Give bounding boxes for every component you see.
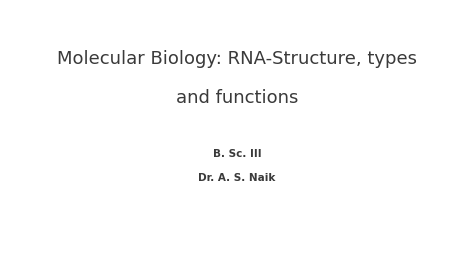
Text: B. Sc. III: B. Sc. III <box>213 149 261 159</box>
Text: Molecular Biology: RNA-Structure, types: Molecular Biology: RNA-Structure, types <box>57 49 417 68</box>
Text: Dr. A. S. Naik: Dr. A. S. Naik <box>198 173 276 183</box>
Text: and functions: and functions <box>176 89 298 107</box>
